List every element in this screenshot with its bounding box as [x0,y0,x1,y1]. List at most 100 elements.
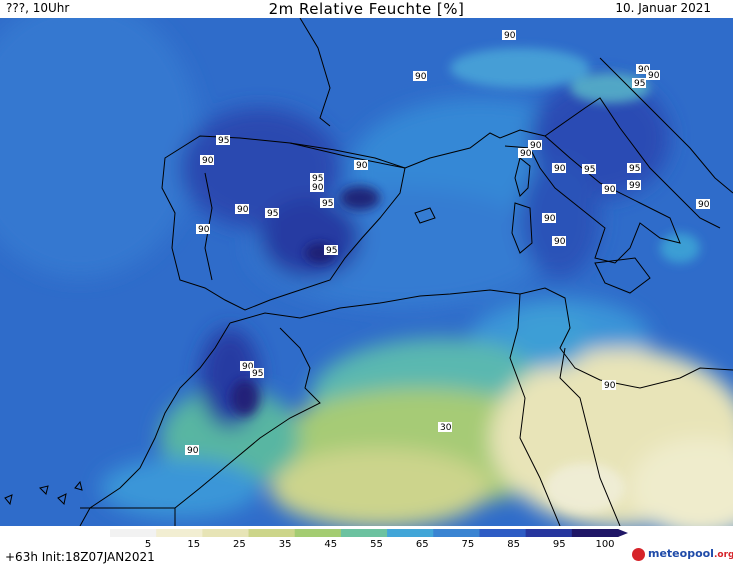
contour-label: 95 [265,208,279,219]
contour-label: 95 [627,163,641,174]
svg-text:90: 90 [242,362,254,372]
colorbar-tick-label: 45 [324,539,337,548]
contour-label: 90 [636,64,650,75]
svg-text:90: 90 [237,205,249,215]
contour-label: 95 [250,368,264,379]
contour-label: 90 [542,213,556,224]
colorbar-tick-label: 95 [553,539,566,548]
contour-label: 90 [528,140,542,151]
colorbar-swatch [248,529,296,537]
colorbar-swatch [479,529,527,537]
svg-text:90: 90 [638,65,650,75]
svg-text:90: 90 [187,446,199,456]
svg-text:90: 90 [604,185,616,195]
humidity-fields-detail [231,48,700,513]
colorbar-swatch [387,529,434,537]
svg-text:90: 90 [356,161,368,171]
contour-label: 90 [196,224,210,235]
colorbar-swatch [340,529,388,537]
colorbar-swatch [110,529,157,537]
contour-label: 90 [646,70,660,81]
svg-text:90: 90 [604,381,616,391]
contour-label: 90 [518,148,532,159]
map-title: 2m Relative Feuchte [%] [268,0,465,18]
svg-text:90: 90 [544,214,556,224]
svg-text:90: 90 [312,183,324,193]
colorbar-swatches [110,529,628,537]
colorbar-tick-label: 15 [187,539,200,548]
logo-text: meteopool.org [648,547,733,560]
contour-label: 95 [216,135,230,146]
meteopool-logo: meteopool.org [632,546,733,564]
svg-text:90: 90 [520,149,532,159]
contour-label: 90 [502,30,516,41]
contour-label: 90 [200,155,214,166]
colorbar-swatch [294,529,342,537]
map-footer: 5 15 25 35 45 55 65 75 85 95 100 +63h Init:18Z07JA… [0,526,733,566]
svg-text:95: 95 [218,136,229,146]
valid-time-label: ???, 10Uhr [6,1,70,15]
contour-label: 90 [310,182,324,193]
colorbar-tick-label: 100 [595,539,614,548]
contour-label: 90 [602,380,616,391]
contour-label: 90 [602,184,616,195]
contour-label: 99 [627,180,641,191]
colorbar-swatch [202,529,250,537]
contour-label: 95 [324,245,338,256]
map-canvas: 90 90 95 90 95 90 90 95 95 90 90 95 90 9… [0,18,733,526]
svg-text:95: 95 [267,209,278,219]
colorbar-tick-label: 75 [462,539,475,548]
colorbar-tick-label: 85 [507,539,520,548]
svg-text:90: 90 [554,237,566,247]
contour-label: 90 [552,163,566,174]
colorbar-ticks: 5 15 25 35 45 55 65 75 85 95 100 [145,539,615,548]
colorbar-arrow [618,529,628,537]
contour-label: 90 [354,160,368,171]
contour-label: 30 [438,422,452,433]
contour-label: 95 [632,78,646,89]
svg-text:90: 90 [504,31,516,41]
colorbar-tick-label: 5 [145,539,151,548]
colorbar: 5 15 25 35 45 55 65 75 85 95 100 [110,529,628,548]
contour-label: 90 [413,71,427,82]
contour-label: 95 [320,198,334,209]
contour-label: 90 [552,236,566,247]
contour-label: 90 [235,204,249,215]
svg-text:95: 95 [322,199,333,209]
valid-date-label: 10. Januar 2021 [615,1,711,15]
svg-text:95: 95 [629,164,640,174]
svg-text:90: 90 [198,225,210,235]
svg-text:95: 95 [584,165,595,175]
logo-mark-icon [632,548,645,561]
colorbar-tick-label: 35 [279,539,292,548]
contour-label: 95 [582,164,596,175]
svg-text:90: 90 [530,141,542,151]
contour-label: 90 [696,199,710,210]
svg-text:90: 90 [202,156,214,166]
contour-labels: 90 90 95 90 95 90 90 95 95 90 90 95 90 9… [185,30,710,456]
init-time-label: +63h Init:18Z07JAN2021 [5,550,155,564]
contour-label: 90 [185,445,199,456]
colorbar-swatch [433,529,480,537]
colorbar-tick-label: 55 [370,539,383,548]
svg-text:90: 90 [698,200,710,210]
svg-text:99: 99 [629,181,641,191]
coastlines [4,18,733,526]
humidity-map: 90 90 95 90 95 90 90 95 95 90 90 95 90 9… [0,18,733,526]
colorbar-swatch [571,529,619,537]
svg-text:90: 90 [415,72,427,82]
svg-text:90: 90 [554,164,566,174]
svg-text:95: 95 [312,174,323,184]
svg-text:90: 90 [648,71,660,81]
colorbar-swatch [156,529,203,537]
colorbar-tick-label: 25 [233,539,246,548]
contour-label: 95 [310,173,324,184]
colorbar-tick-label: 65 [416,539,429,548]
svg-text:95: 95 [252,369,263,379]
svg-text:30: 30 [440,423,452,433]
contour-label: 90 [240,361,254,372]
colorbar-swatch [525,529,573,537]
svg-text:95: 95 [326,246,337,256]
map-header: ???, 10Uhr 2m Relative Feuchte [%] 10. J… [0,0,733,18]
svg-text:95: 95 [634,79,645,89]
